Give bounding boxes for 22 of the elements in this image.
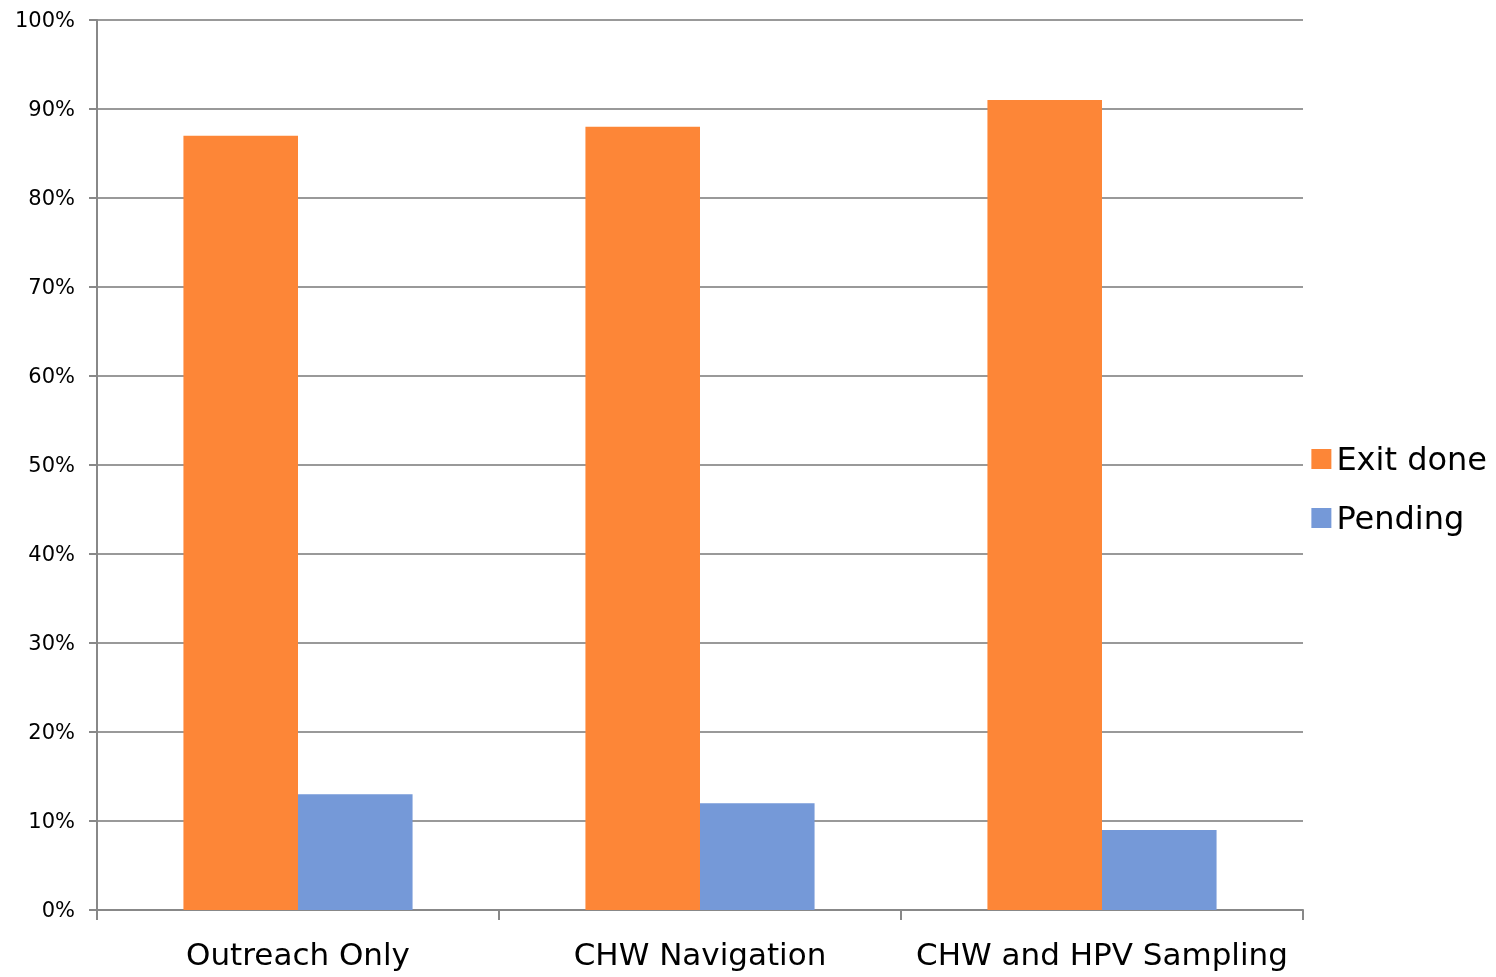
y-tick-label: 10% — [28, 809, 75, 833]
y-tick-label: 70% — [28, 275, 75, 299]
y-tick-label: 90% — [28, 97, 75, 121]
y-tick-label: 20% — [28, 720, 75, 744]
bar — [700, 803, 815, 910]
y-tick-label: 60% — [28, 364, 75, 388]
y-tick-label: 30% — [28, 631, 75, 655]
y-tick-label: 50% — [28, 453, 75, 477]
y-tick-label: 40% — [28, 542, 75, 566]
bar — [298, 794, 413, 910]
bar — [987, 100, 1102, 910]
y-tick-label: 80% — [28, 186, 75, 210]
y-tick-label: 100% — [14, 8, 75, 32]
legend-label: Exit done — [1336, 440, 1487, 478]
x-tick-label: CHW Navigation — [573, 935, 827, 972]
x-tick-label: Outreach Only — [186, 935, 410, 972]
bar — [585, 126, 700, 910]
bar — [183, 135, 298, 910]
x-tick-label: CHW and HPV Sampling — [916, 935, 1288, 972]
y-tick-label: 0% — [41, 898, 75, 922]
legend-label: Pending — [1336, 499, 1465, 537]
bar — [1102, 829, 1217, 910]
